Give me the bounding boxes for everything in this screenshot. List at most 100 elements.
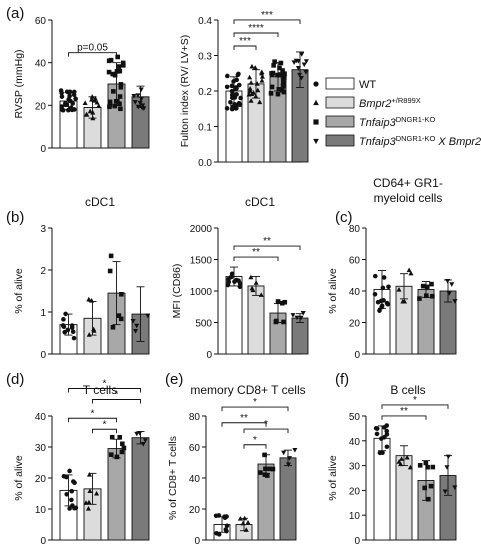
y-tick-label: 60 xyxy=(189,443,201,454)
data-point xyxy=(247,74,253,80)
data-point xyxy=(70,329,76,335)
y-tick-label: 3 xyxy=(40,224,46,235)
data-point xyxy=(120,60,126,66)
legend-marker xyxy=(313,119,319,125)
data-point xyxy=(285,462,292,468)
legend-item: WT xyxy=(313,77,376,91)
data-point xyxy=(111,89,116,94)
significance-bracket xyxy=(233,19,301,24)
data-point xyxy=(63,311,68,317)
y-tick-label: 40 xyxy=(349,437,361,448)
data-point xyxy=(237,102,243,108)
data-point xyxy=(252,65,258,70)
y-axis-label: MFI (CD86) xyxy=(171,264,183,319)
data-point xyxy=(69,325,75,331)
legend-label-part: DNGR1-KO xyxy=(396,134,436,143)
data-point xyxy=(138,96,145,102)
legend-label: Bmpr2+/R899X xyxy=(359,96,421,110)
data-point xyxy=(116,64,122,69)
data-point xyxy=(135,104,141,110)
data-point xyxy=(133,329,139,334)
data-point xyxy=(130,319,136,324)
data-point xyxy=(445,454,451,460)
data-point xyxy=(109,434,115,440)
data-point xyxy=(145,313,151,319)
data-point xyxy=(294,315,300,321)
data-point xyxy=(248,80,254,85)
bar xyxy=(291,317,309,355)
y-tick-label: 500 xyxy=(195,319,212,330)
data-point xyxy=(278,72,283,77)
y-tick-label: 20 xyxy=(349,486,361,497)
data-point xyxy=(279,300,285,306)
data-point xyxy=(259,74,265,79)
data-point xyxy=(281,89,287,95)
data-point xyxy=(234,92,239,97)
data-point xyxy=(135,93,141,98)
chart-title: cDC1 xyxy=(245,195,275,209)
significance-label: *** xyxy=(239,36,251,47)
data-point xyxy=(240,520,246,526)
data-point xyxy=(115,54,121,60)
data-point xyxy=(69,488,75,494)
legend-label-part: WT xyxy=(359,79,376,91)
data-point xyxy=(281,83,286,89)
data-point xyxy=(372,291,378,297)
data-point xyxy=(117,101,122,107)
y-tick-label: 20 xyxy=(35,474,47,485)
data-point xyxy=(374,431,380,437)
data-point xyxy=(60,107,65,113)
y-tick-label: 1500 xyxy=(190,256,213,267)
data-point xyxy=(118,316,124,322)
y-axis-label: % of alive xyxy=(13,268,25,314)
data-point xyxy=(72,89,77,95)
data-point xyxy=(134,323,140,329)
chart-panel-b1: (b) cDC1 0 1 2 3 % of alive xyxy=(6,195,151,361)
y-tick-label: 50 xyxy=(349,412,361,423)
data-point xyxy=(264,473,270,478)
data-point xyxy=(68,105,74,110)
significance-bracket xyxy=(233,245,301,251)
significance-label: * xyxy=(115,390,119,401)
data-point xyxy=(267,466,273,472)
data-point xyxy=(274,318,279,324)
data-point xyxy=(119,449,125,455)
significance-bracket xyxy=(233,256,279,262)
significance-label: *** xyxy=(261,10,273,21)
data-point xyxy=(269,84,275,90)
significance-bracket xyxy=(381,415,427,420)
data-point xyxy=(64,474,69,480)
data-point xyxy=(404,454,410,460)
y-tick-label: 80 xyxy=(349,224,361,235)
data-point xyxy=(245,519,251,525)
data-point xyxy=(406,267,412,273)
data-point xyxy=(229,95,235,101)
data-point xyxy=(275,299,281,304)
data-point xyxy=(281,80,286,85)
panel-label: (e) xyxy=(165,371,183,388)
y-tick-label: 0 xyxy=(40,144,46,155)
y-axis-label: % of alive xyxy=(13,455,25,501)
chart-panel-e: (e) memory CD8+ T cells 0 20 40 60 80 % of CD8+… xyxy=(165,371,306,547)
y-tick-label: 0.1 xyxy=(198,123,212,134)
data-point xyxy=(238,95,243,101)
data-point xyxy=(118,84,124,90)
data-point xyxy=(89,94,95,99)
data-point xyxy=(91,328,97,333)
data-point xyxy=(65,327,71,333)
data-point xyxy=(452,485,458,491)
data-point xyxy=(382,434,387,440)
data-point xyxy=(286,456,293,461)
y-tick-label: 40 xyxy=(349,287,361,298)
data-point xyxy=(141,106,147,111)
data-point xyxy=(118,82,124,87)
significance-label: * xyxy=(253,435,257,446)
data-point xyxy=(231,105,237,111)
data-point xyxy=(236,82,242,88)
data-point xyxy=(232,279,237,284)
data-point xyxy=(262,472,268,477)
data-point xyxy=(67,89,73,95)
data-point xyxy=(108,452,114,457)
significance-bracket xyxy=(68,52,117,57)
